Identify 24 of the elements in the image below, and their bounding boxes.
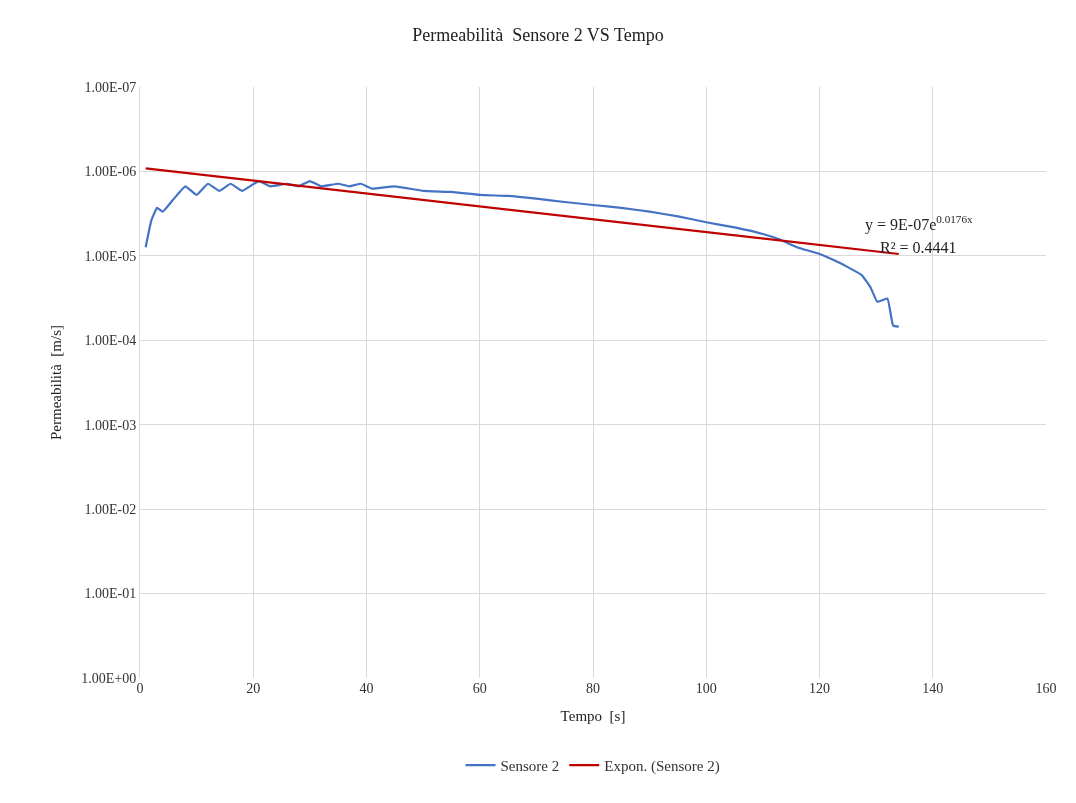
x-tick-label: 60 [472,681,487,696]
y-tick-label: 1.00E-05 [84,248,137,264]
y-tick-label: 1.00E-02 [84,502,137,518]
x-tick-label: 140 [922,681,944,696]
x-tick-label: 40 [359,681,374,696]
x-tick-label: 120 [809,681,830,696]
y-tick-label: 1.00E-06 [84,164,137,180]
x-tick-label: 20 [246,681,261,696]
x-tick-label: 80 [586,681,600,696]
legend-label: Expon. (Sensore 2) [604,758,720,776]
y-tick-label: 1.00E-07 [84,79,137,95]
y-tick-label: 1.00E-01 [84,586,137,602]
x-tick-label: 100 [695,681,717,696]
annotation: R² = 0.4441 [880,239,957,256]
y-tick-label: 1.00E-04 [84,333,137,349]
y-tick-label: 1.00E-03 [84,417,137,433]
x-tick-label: 160 [1035,681,1057,696]
y-tick-label: 1.00E+00 [81,670,137,686]
y-axis-title: Permeabilità [m/s] [48,325,65,440]
annotation: y = 9E-07e$^{0.0176x}$ [865,213,973,234]
x-tick-label: 0 [136,681,144,696]
chart-title: Permeabilità Sensore 2 VS Tempo [412,24,664,45]
x-axis-title: Tempo [s] [560,708,626,724]
legend-label: Sensore 2 [500,758,560,775]
